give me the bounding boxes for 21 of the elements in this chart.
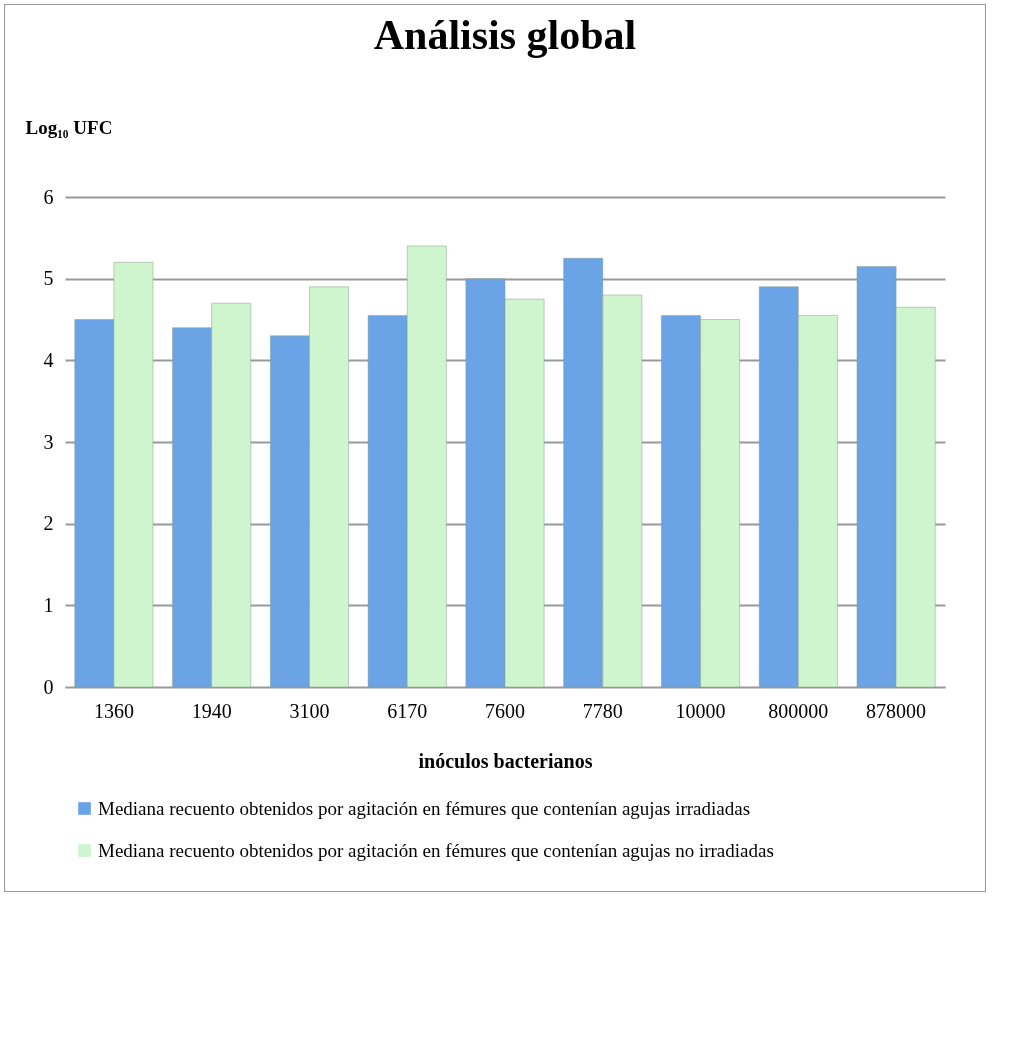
x-tick-label: 878000: [866, 699, 927, 722]
y-tick-label: 3: [43, 430, 54, 453]
x-tick-label: 1940: [191, 699, 232, 722]
legend-label: Mediana recuento obtenidos por agitación en fémures que contenían agujas irradiadas: [98, 797, 751, 819]
y-tick-label: 0: [43, 675, 54, 698]
x-tick-label: 7600: [485, 699, 525, 722]
y-tick-label: 1: [43, 593, 54, 616]
y-tick-label: 6: [43, 185, 54, 208]
legend-label: Mediana recuento obtenidos por agitación en fémures que contenían agujas no irradiadas: [98, 839, 774, 861]
x-tick-label: 1360: [93, 699, 134, 722]
y-tick-label: 2: [43, 512, 54, 535]
x-tick-label: 3100: [289, 699, 330, 722]
x-tick-label: 7780: [582, 699, 623, 722]
y-tick-label: 4: [43, 348, 54, 371]
y-tick-label: 5: [43, 267, 54, 290]
x-tick-label: 10000: [675, 699, 726, 722]
x-tick-label: 6170: [387, 699, 428, 722]
x-axis-title: inóculos bacterianos: [418, 749, 593, 772]
y-axis-title: Log₁₀ UFC: [25, 116, 113, 138]
x-tick-label: 800000: [768, 699, 829, 722]
chart-title: Análisis global: [373, 12, 637, 58]
